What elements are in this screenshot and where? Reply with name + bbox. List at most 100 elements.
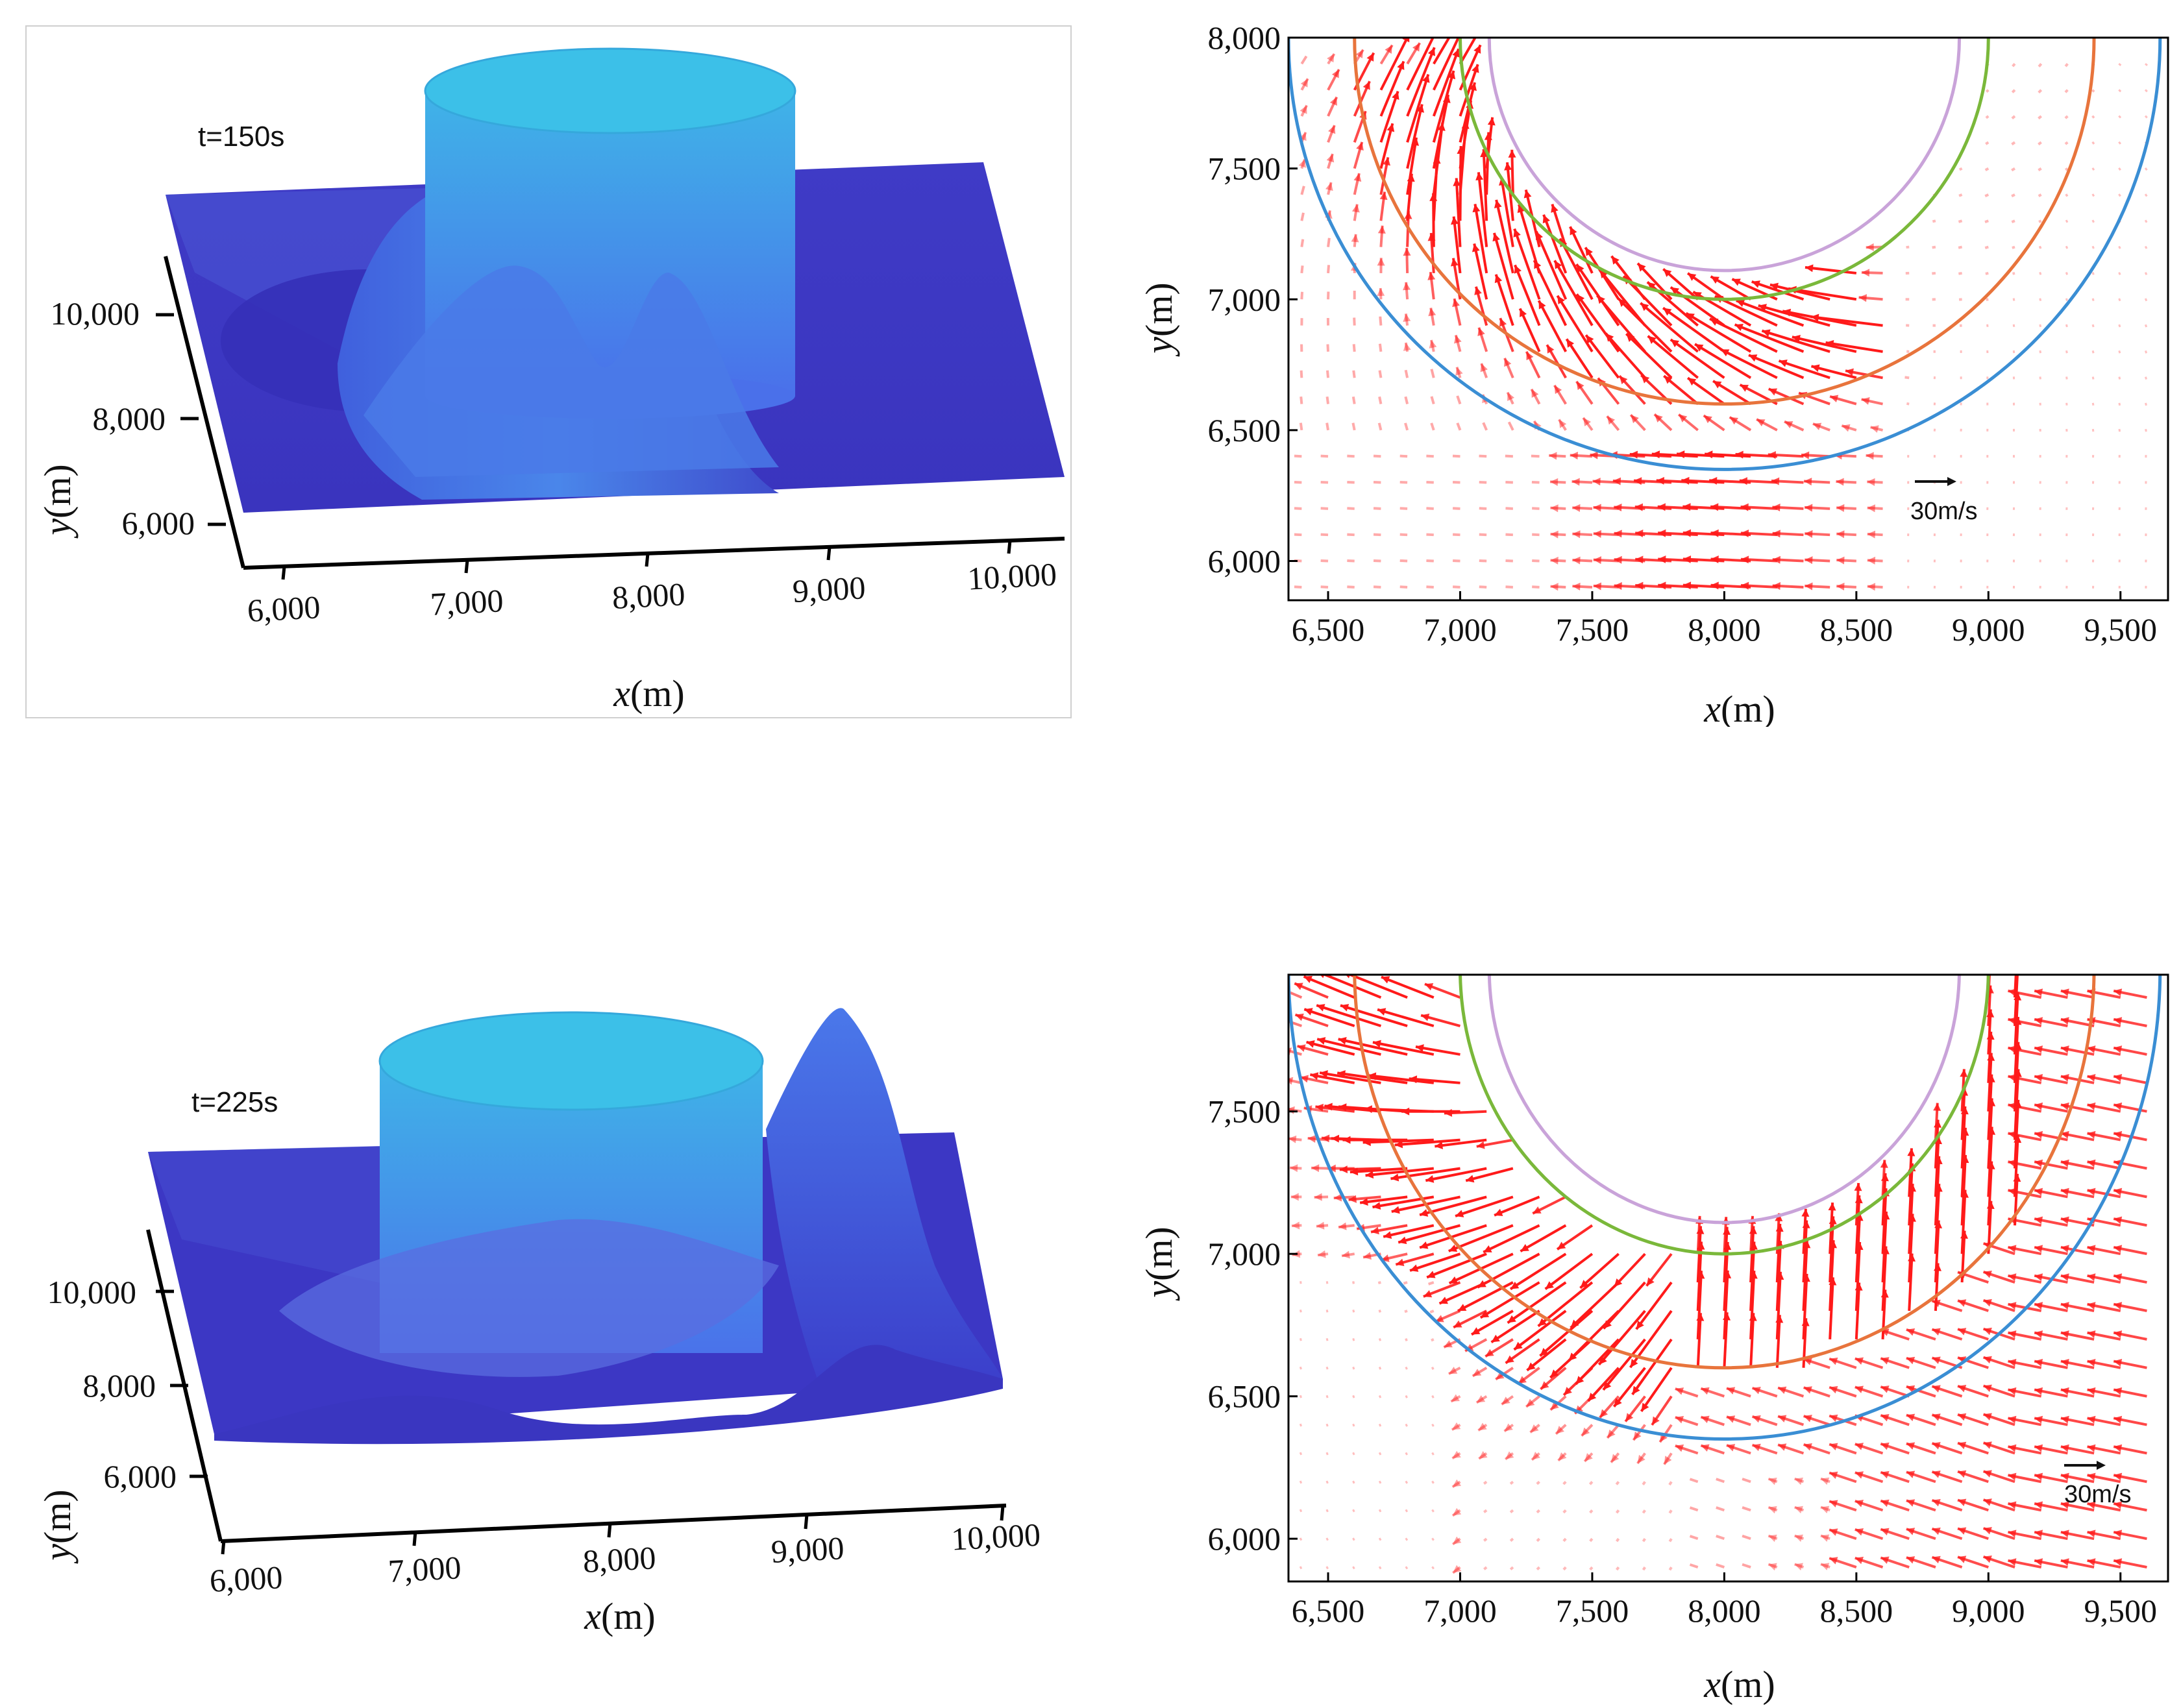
y-ticks: 10,000 8,000 6,000 [51,295,226,541]
vector-arrow-head [1448,1244,1458,1252]
vector-arrow-head [1550,530,1559,539]
vector-arrow-head [1845,368,1854,376]
vector-arrow [1405,1566,1409,1570]
vector-arrow-head [1703,415,1712,424]
vector-arrow-head [1348,1195,1357,1203]
scale-key: 30m/s [2064,1461,2131,1508]
vector-arrow [1533,260,1568,326]
vector-arrow-head [2008,1302,2017,1310]
vector-arrow [1465,1167,1514,1182]
vector-arrow-head [1614,504,1622,512]
vector-arrow-head [1682,529,1692,537]
vector-arrow-head [1473,45,1481,54]
vector-arrow-head [1338,1103,1347,1112]
vector-arrow-head [1641,1402,1649,1411]
vector-arrow [1908,1184,1914,1254]
vector-arrow-head [1390,1173,1399,1182]
vector-arrow-head [1364,1105,1372,1114]
vector-arrow-head [1307,1134,1316,1143]
vector-arrow-head [2113,1245,2123,1253]
y-axis-title: y(m) [36,464,79,539]
vector-arrow-head [1762,329,1771,337]
y-axis-title: y(m) [36,1489,79,1564]
vector-arrow [1338,1038,1408,1056]
vector-arrow-head [2008,1558,2017,1567]
vector-arrow [1742,1478,1751,1483]
vector-arrow [1473,243,1488,300]
vector-arrow [1368,1074,1435,1084]
vector-arrow-head [1932,1328,1941,1336]
vector-arrow [1668,1566,1673,1571]
vector-arrow-head [1588,1393,1597,1402]
vector-arrow-head [1880,1556,1890,1564]
vector-arrow-head [1861,397,1870,405]
vector-arrow-head [1647,336,1657,345]
scale-arrow-head [2097,1461,2106,1470]
vector-arrow [1426,1252,1487,1279]
vector-arrow-head [2034,1358,2043,1367]
vector-arrow-head [1932,1442,1941,1450]
vector-arrow-head [1828,1202,1836,1211]
y-tick-label: 6,000 [1208,1520,1281,1557]
vector-arrow [2038,141,2042,146]
vector-arrow-head [1550,504,1559,513]
vector-arrow-head [1710,276,1719,284]
vector-arrow [1668,1509,1673,1514]
vector-arrow [1316,1004,1382,1027]
vector-arrow-head [1514,265,1522,274]
vector-arrow [1556,295,1594,352]
vector-arrow [1477,172,1488,247]
vector-arrow [1575,263,1620,326]
vector-arrow [1820,1534,1830,1541]
vector-arrow-head [1611,256,1620,265]
vector-arrow-head [1651,450,1660,459]
vector-arrow-head [2034,1273,2043,1282]
vector-arrow [1568,1310,1620,1362]
vector-arrow [2038,167,2042,172]
vector-arrow [1985,89,1990,93]
vector-arrow-head [1983,1384,1992,1393]
vector-arrow-head [1861,269,1870,277]
vector-arrow-head [2060,1188,2069,1196]
vector-arrow-head [1377,225,1386,234]
vector-arrow [1616,1566,1620,1571]
vector-arrow-head [1771,477,1780,485]
vector-arrow-head [1880,1160,1888,1168]
vector-arrow-head [1614,1398,1622,1407]
vector-arrow [1635,1281,1673,1330]
vector-arrow [1299,1509,1303,1513]
vector-arrow [1320,480,1329,484]
vector-arrow-head [1317,1250,1326,1258]
vector-arrow [1934,1136,1940,1197]
vector-arrow [1562,1509,1567,1514]
vector-arrow-head [2060,1501,2069,1509]
vector-arrow [1529,1424,1540,1434]
vector-arrow-head [1983,1527,1992,1535]
vector-arrow [1908,1163,1914,1226]
vector-arrow-head [1932,1556,1941,1564]
vector-arrow-head [1657,503,1666,511]
vector-arrow-head [1726,1415,1736,1423]
vector-arrow-head [1801,1208,1810,1217]
vector-arrow-head [1584,1453,1593,1462]
vector-arrow [1405,1423,1409,1427]
vector-arrow [1742,1534,1751,1541]
vector-arrow [1404,369,1409,378]
vector-arrow [1984,245,1989,249]
vector-arrow-head [1957,1328,1967,1336]
vector-arrow [1575,293,1620,353]
vector-arrow-head [2087,1501,2096,1509]
vector-arrow-head [1720,349,1730,357]
vector-arrow-head [1932,1527,1941,1535]
vector-arrow [1299,1337,1302,1341]
vector-arrow-head [1300,1075,1309,1083]
vector-arrow-head [1557,1241,1566,1250]
vector-arrow [1352,1366,1355,1370]
vector-arrow-head [1360,1198,1368,1206]
vector-arrow-head [1983,1413,1992,1421]
vector-arrow-head [1829,1443,1838,1451]
quiver-plot-t225: 6,500 7,000 7,500 8,000 8,500 9,000 9,500 6,000… [1090,960,2181,1708]
vector-arrow [2012,298,2015,301]
vector-arrow [2118,63,2122,66]
vector-arrow-head [1794,1563,1803,1570]
